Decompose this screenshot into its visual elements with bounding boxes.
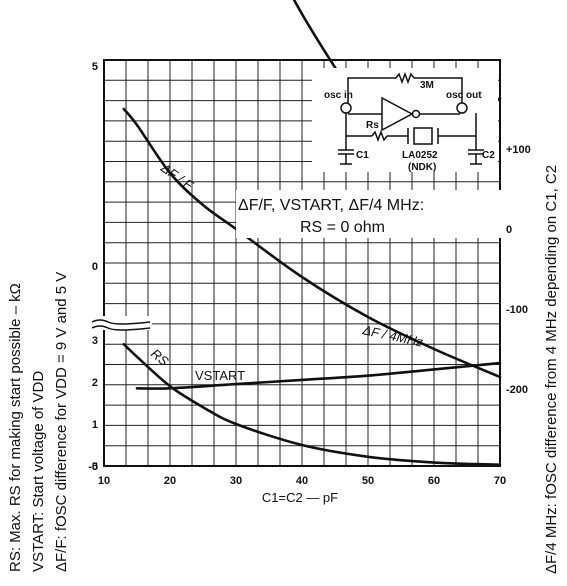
x-tick-label: 60 (428, 475, 440, 487)
right-axis-ticks: +100 0 -100 -200 (506, 144, 531, 396)
legend-line-1: ΔF/F, VSTART, ΔF/4 MHz: (238, 197, 424, 214)
left-tick-label-lower: 0 (92, 461, 98, 473)
right-tick-label: +100 (506, 144, 531, 156)
left-tick-label-lower: 2 (92, 377, 98, 389)
left-axis-title-line-2: VSTART: Start voltage of VDD (30, 371, 47, 572)
inset-circuit: 3M osc in osc out Rs LA0252 (NDK) C1 C2 (312, 68, 498, 173)
left-axis-title-line-1: RS: Max. RS for making start possible – … (7, 283, 24, 572)
circuit-label-part: LA0252 (402, 150, 438, 161)
series-label-vstart: VSTART (195, 368, 245, 383)
x-axis-ticks: 10 20 30 40 50 60 70 (98, 475, 506, 487)
left-tick-label-upper: 0 (92, 261, 98, 273)
circuit-label-c2: C2 (482, 150, 495, 161)
legend-line-2: RS = 0 ohm (300, 219, 385, 236)
plot-frame (103, 59, 501, 467)
circuit-label-osc-in: osc in (324, 90, 353, 101)
left-axis-title-line-3: ΔF/F: fOSC difference for VDD = 9 V and … (53, 272, 70, 572)
left-tick-label-upper: 5 (92, 61, 98, 73)
right-axis-title: ΔF/4 MHz: fOSC difference from 4 MHz dep… (543, 165, 560, 574)
x-tick-label: 30 (230, 475, 242, 487)
x-axis-label: C1=C2 — pF (262, 490, 338, 505)
osc-out-terminal (456, 102, 468, 114)
left-tick-label-upper: -5 (88, 461, 98, 473)
x-tick-label: 20 (164, 475, 176, 487)
circuit-label-c1: C1 (356, 150, 369, 161)
circuit-label-3m: 3M (420, 80, 434, 91)
circuit-label-maker: (NDK) (408, 162, 436, 173)
series-line-vstart (135, 361, 502, 390)
series-label-dF-F: ΔF / F (157, 160, 196, 194)
left-tick-label-lower: 3 (92, 335, 98, 347)
right-tick-label: -200 (506, 384, 528, 396)
x-tick-label: 50 (362, 475, 374, 487)
left-axis-title: RS: Max. RS for making start possible – … (7, 272, 70, 572)
circuit-label-osc-out: osc out (446, 90, 482, 101)
left-tick-label-lower: 1 (92, 419, 98, 431)
x-tick-label: 40 (296, 475, 308, 487)
axis-break (91, 316, 152, 331)
series-line-rs (122, 342, 502, 466)
series-label-rs: RS (148, 346, 172, 369)
circuit-label-rs: Rs (366, 120, 379, 131)
legend-box: ΔF/F, VSTART, ΔF/4 MHz: RS = 0 ohm (236, 190, 506, 238)
x-tick-label: 70 (494, 475, 506, 487)
x-tick-label: 10 (98, 475, 110, 487)
right-tick-label: 0 (506, 224, 512, 236)
series-label-dF-4MHz: ΔF / 4MHz (360, 322, 424, 350)
right-tick-label: -100 (506, 304, 528, 316)
osc-in-terminal (340, 102, 352, 114)
